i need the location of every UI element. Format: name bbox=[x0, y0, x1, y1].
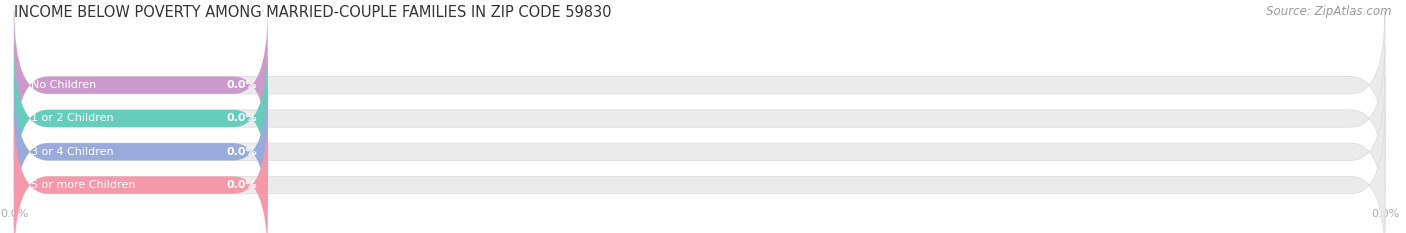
Text: 0.0%: 0.0% bbox=[226, 147, 257, 157]
FancyBboxPatch shape bbox=[14, 77, 267, 226]
Text: 0.0%: 0.0% bbox=[226, 80, 257, 90]
Text: 0.0%: 0.0% bbox=[226, 113, 257, 123]
FancyBboxPatch shape bbox=[14, 110, 1385, 233]
FancyBboxPatch shape bbox=[14, 77, 1385, 226]
Text: 5 or more Children: 5 or more Children bbox=[31, 180, 135, 190]
Text: INCOME BELOW POVERTY AMONG MARRIED-COUPLE FAMILIES IN ZIP CODE 59830: INCOME BELOW POVERTY AMONG MARRIED-COUPL… bbox=[14, 5, 612, 20]
Text: 1 or 2 Children: 1 or 2 Children bbox=[31, 113, 112, 123]
FancyBboxPatch shape bbox=[14, 11, 267, 160]
Text: 3 or 4 Children: 3 or 4 Children bbox=[31, 147, 112, 157]
FancyBboxPatch shape bbox=[14, 44, 267, 193]
Text: 0.0%: 0.0% bbox=[226, 180, 257, 190]
FancyBboxPatch shape bbox=[14, 11, 1385, 160]
Text: Source: ZipAtlas.com: Source: ZipAtlas.com bbox=[1267, 5, 1392, 18]
FancyBboxPatch shape bbox=[14, 110, 267, 233]
FancyBboxPatch shape bbox=[14, 44, 1385, 193]
Text: No Children: No Children bbox=[31, 80, 96, 90]
